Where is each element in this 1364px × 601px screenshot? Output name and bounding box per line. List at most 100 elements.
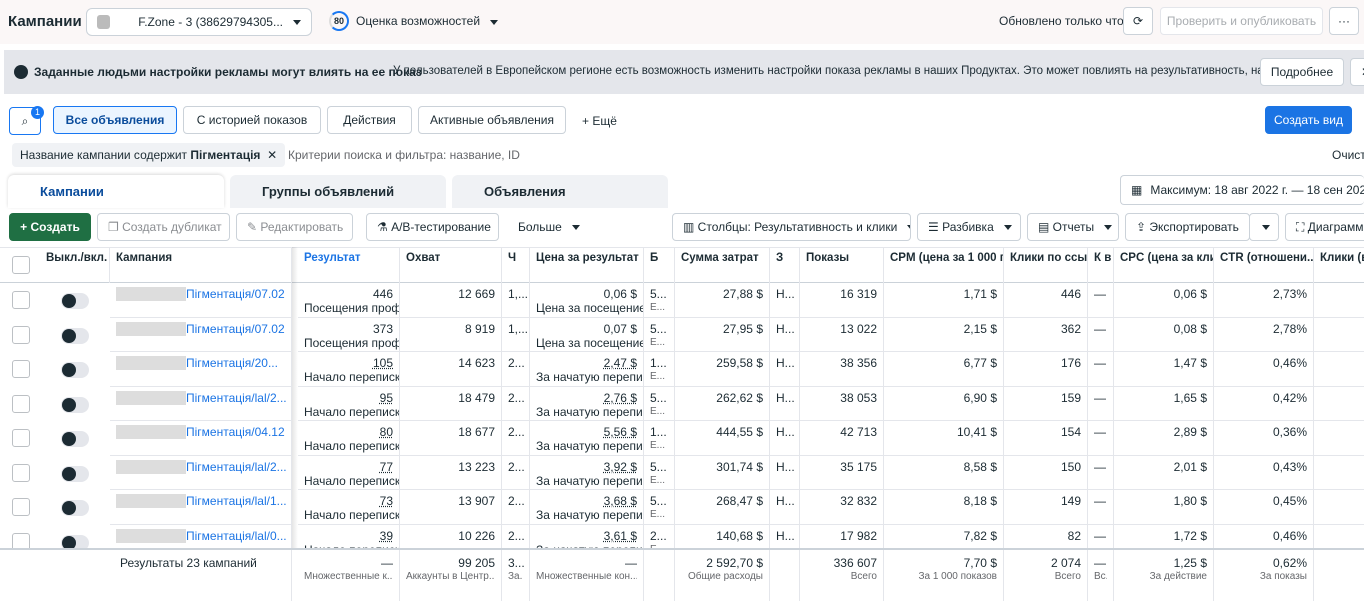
toggle[interactable] bbox=[61, 465, 89, 482]
cell: 259,58 $ bbox=[675, 352, 770, 387]
campaign-name[interactable]: Пігментація/04.12 bbox=[186, 425, 285, 439]
row-checkbox[interactable] bbox=[12, 532, 30, 551]
cell: 5... Е... bbox=[644, 386, 675, 421]
column-header[interactable]: Б bbox=[644, 247, 675, 283]
footer-cell: 2 592,70 $ Общие расходы bbox=[675, 550, 770, 601]
cell: 8 919 bbox=[400, 317, 502, 352]
more-actions[interactable]: Больше bbox=[507, 213, 587, 241]
toggle[interactable] bbox=[61, 534, 89, 551]
cell: 1,... bbox=[502, 283, 530, 318]
campaign-name[interactable]: Пігментація/20... bbox=[186, 356, 278, 370]
cell-value: 35 175 bbox=[840, 459, 877, 474]
column-header[interactable]: К в bbox=[1088, 247, 1114, 283]
filter-chip[interactable]: Название кампании содержит Пігментація ✕ bbox=[12, 143, 286, 167]
campaign-name[interactable]: Пігментація/07.02 bbox=[186, 287, 285, 301]
banner-close[interactable]: ✕ bbox=[1350, 58, 1364, 86]
cell-value: 6,77 $ bbox=[963, 356, 997, 370]
cell: Н... bbox=[770, 283, 800, 318]
columns[interactable]: ▥ Столбцы: Результативность и клики bbox=[672, 213, 911, 241]
toggle[interactable] bbox=[61, 327, 89, 344]
score-label[interactable]: Оценка возможностей bbox=[356, 14, 499, 28]
cell: 13 223 bbox=[400, 455, 502, 490]
cell-sub: Е... bbox=[650, 371, 666, 382]
cell-value: — bbox=[1094, 321, 1106, 336]
cell-value: 2... bbox=[508, 494, 525, 508]
edit[interactable]: ✎ Редактировать bbox=[236, 213, 353, 241]
cell: 2,47 $За начатую переписк... bbox=[530, 352, 644, 387]
cell: 0,06 $Цена за посещение ... bbox=[530, 283, 644, 318]
row-checkbox[interactable] bbox=[12, 429, 30, 447]
tab[interactable]: Кампании bbox=[8, 175, 224, 208]
row-checkbox[interactable] bbox=[12, 325, 30, 344]
ab-test[interactable]: ⚗ A/B-тестирование bbox=[366, 213, 499, 241]
publish[interactable]: Проверить и опубликовать bbox=[1160, 7, 1323, 35]
campaign-name[interactable]: Пігментація/lal/2... bbox=[186, 390, 287, 405]
campaign-name[interactable]: Пігментація/lal/1... bbox=[186, 494, 287, 508]
breakdown[interactable]: ☰ Разбивка bbox=[917, 213, 1021, 241]
column-header[interactable]: Клики (в bbox=[1314, 247, 1364, 283]
cell-value: 82 bbox=[1067, 528, 1081, 543]
cell: 3,68 $За начатую переписк... bbox=[530, 490, 644, 525]
view-tab[interactable]: С историей показов bbox=[183, 106, 321, 134]
toggle[interactable] bbox=[61, 396, 89, 413]
columns-text: Столбцы: Результативность и клики bbox=[697, 220, 898, 234]
column-header[interactable]: Показы bbox=[800, 247, 884, 283]
date-range[interactable]: ▦ Максимум: 18 авг 2022 г. — 18 сен 2025 … bbox=[1120, 175, 1364, 205]
column-header[interactable]: Ч bbox=[502, 247, 530, 283]
cell: 262,62 $ bbox=[675, 386, 770, 421]
column-header[interactable]: CPM (цена за 1 000 показов) bbox=[884, 247, 1004, 283]
more-views[interactable]: + Ещё bbox=[582, 114, 617, 128]
banner: Заданные людьми настройки рекламы могут … bbox=[4, 50, 1364, 94]
column-header[interactable]: CTR (отношени... bbox=[1214, 247, 1314, 283]
row-bg bbox=[0, 421, 1364, 456]
duplicate[interactable]: ❐ Создать дубликат bbox=[97, 213, 230, 241]
column-header[interactable]: З bbox=[770, 247, 800, 283]
view-tab[interactable]: Действия bbox=[327, 106, 412, 134]
campaign-name[interactable]: Пігментація/lal/0... bbox=[186, 528, 287, 543]
row-checkbox[interactable] bbox=[12, 291, 30, 309]
export[interactable]: ⇪ Экспортировать bbox=[1125, 213, 1250, 241]
create-view[interactable]: Создать вид bbox=[1265, 106, 1352, 134]
banner-more[interactable]: Подробнее bbox=[1260, 58, 1344, 86]
toggle[interactable] bbox=[61, 362, 89, 378]
export-menu[interactable] bbox=[1249, 213, 1279, 241]
column-header[interactable]: Клики по ссылке... bbox=[1004, 247, 1088, 283]
column-header[interactable]: Кампания bbox=[110, 247, 292, 283]
toggle[interactable] bbox=[61, 431, 89, 447]
toggle[interactable] bbox=[61, 293, 89, 309]
create[interactable]: + Создать bbox=[9, 213, 91, 241]
row-checkbox[interactable] bbox=[12, 463, 30, 482]
column-header[interactable]: Выкл./вкл. bbox=[40, 247, 110, 283]
column-header[interactable]: CPC (цена за клик по... bbox=[1114, 247, 1214, 283]
refresh[interactable]: ⟳ bbox=[1123, 7, 1153, 35]
cell: Пігментація/20... bbox=[110, 352, 292, 387]
view-tab[interactable]: Все объявления bbox=[53, 106, 177, 134]
account-selector[interactable]: F.Zone - 3 (38629794305... bbox=[86, 8, 312, 36]
campaign-name[interactable]: Пігментація/lal/2... bbox=[186, 459, 287, 474]
tab[interactable]: Группы объявлений bbox=[230, 175, 446, 208]
row-checkbox[interactable] bbox=[12, 498, 30, 516]
campaign-name[interactable]: Пігментація/07.02 bbox=[186, 321, 285, 336]
column-header[interactable]: Сумма затрат bbox=[675, 247, 770, 283]
view-tab[interactable]: Активные объявления bbox=[418, 106, 566, 134]
menu[interactable]: ··· bbox=[1329, 7, 1359, 35]
cell-value: 262,62 $ bbox=[716, 390, 763, 405]
chart[interactable]: ⛶ Диаграмм bbox=[1285, 213, 1364, 241]
breakdown-text: Разбивка bbox=[942, 220, 994, 234]
cell: 2... bbox=[502, 352, 530, 387]
filter-clear[interactable]: Очист bbox=[1332, 148, 1364, 162]
filter-placeholder: Критерии поиска и фильтра: название, ID bbox=[288, 148, 520, 162]
cell-value: 1,... bbox=[508, 321, 529, 336]
cell bbox=[1314, 490, 1364, 525]
column-header[interactable]: Результат bbox=[298, 247, 400, 283]
column-header[interactable]: Охват bbox=[400, 247, 502, 283]
row-checkbox[interactable] bbox=[12, 394, 30, 413]
cell: 159 bbox=[1004, 386, 1088, 421]
tab[interactable]: Объявления bbox=[452, 175, 668, 208]
reports[interactable]: ▤ Отчеты bbox=[1027, 213, 1119, 241]
column-header[interactable]: Цена за результат bbox=[530, 247, 644, 283]
toggle[interactable] bbox=[61, 500, 89, 516]
cell-value: 2,47 $ bbox=[603, 356, 637, 370]
row-checkbox[interactable] bbox=[12, 360, 30, 378]
cell-value: 18 677 bbox=[458, 425, 495, 439]
